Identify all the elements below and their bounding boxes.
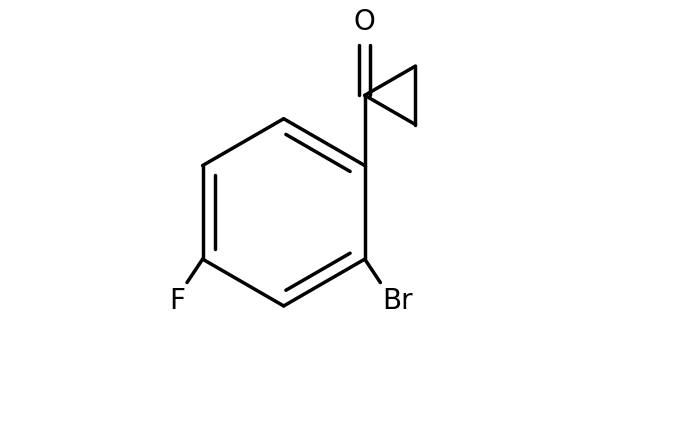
Text: Br: Br: [382, 286, 413, 314]
Text: F: F: [169, 286, 185, 314]
Text: O: O: [354, 8, 376, 36]
